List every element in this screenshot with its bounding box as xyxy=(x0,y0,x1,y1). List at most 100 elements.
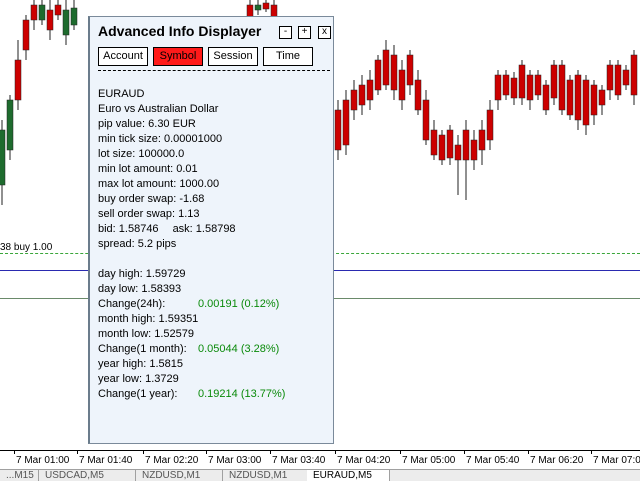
tab-symbol[interactable]: Symbol xyxy=(153,47,203,66)
time-tick: 7 Mar 03:40 xyxy=(269,450,326,466)
candle-body xyxy=(510,77,518,99)
candle-body xyxy=(350,89,358,111)
candle-body xyxy=(22,19,30,51)
trade-label: 38 buy 1.00 xyxy=(0,242,53,253)
time-axis: 7 Mar 01:00 7 Mar 01:40 7 Mar 02:20 7 Ma… xyxy=(0,450,640,469)
candle-body xyxy=(374,59,382,91)
candle-body xyxy=(534,74,542,96)
candle-body xyxy=(518,64,526,99)
minimize-button[interactable]: - xyxy=(279,26,292,39)
candle-body xyxy=(438,134,446,161)
candle-body xyxy=(430,129,438,156)
candle-body xyxy=(398,69,406,101)
candle-body xyxy=(590,84,598,116)
symbol-name: EURAUD xyxy=(98,88,145,100)
candle-body xyxy=(446,129,454,159)
candle-body xyxy=(622,69,630,86)
spread: spread: 5.2 pips xyxy=(98,238,177,250)
ask-value: ask: 1.58798 xyxy=(172,223,236,235)
time-tick: 7 Mar 02:20 xyxy=(142,450,199,466)
candle-body xyxy=(366,79,374,101)
tab-session[interactable]: Session xyxy=(208,47,258,66)
chart-tab[interactable]: ...M15 xyxy=(0,470,39,481)
change-24h-label: Change(24h): xyxy=(98,298,166,310)
tab-account[interactable]: Account xyxy=(98,47,148,66)
chart-tab-active[interactable]: EURAUD,M5 xyxy=(307,470,390,481)
sell-order-swap: sell order swap: 1.13 xyxy=(98,208,200,220)
candle-body xyxy=(254,4,262,11)
close-button[interactable]: x xyxy=(318,26,331,39)
chart-tabs-bar: ...M15 USDCAD,M5 NZDUSD,M1 NZDUSD,M1 EUR… xyxy=(0,469,640,481)
candle-body xyxy=(422,99,430,141)
lot-size: lot size: 100000.0 xyxy=(98,148,185,160)
change-1y-label: Change(1 year): xyxy=(98,388,178,400)
candle-body xyxy=(566,79,574,116)
candle-body xyxy=(38,4,46,21)
chart-tab[interactable]: USDCAD,M5 xyxy=(39,470,136,481)
change-24h-row: Change(24h): 0.00191 (0.12%) xyxy=(98,297,279,311)
candle-body xyxy=(486,109,494,141)
panel-title: Advanced Info Displayer xyxy=(98,23,262,39)
time-tick: 7 Mar 05:40 xyxy=(463,450,520,466)
time-tick: 7 Mar 01:40 xyxy=(76,450,133,466)
pip-value: pip value: 6.30 EUR xyxy=(98,118,196,130)
min-tick-size: min tick size: 0.00001000 xyxy=(98,133,223,145)
candle-body xyxy=(262,2,270,10)
time-tick: 7 Mar 05:00 xyxy=(399,450,456,466)
candle-body xyxy=(526,74,534,101)
change-1m-value: 0.05044 (3.28%) xyxy=(198,343,280,355)
day-high: day high: 1.59729 xyxy=(98,268,186,280)
candle-body xyxy=(454,144,462,161)
candle-body xyxy=(334,109,342,151)
chart-tab[interactable]: NZDUSD,M1 xyxy=(223,470,308,481)
candle-body xyxy=(54,4,62,16)
change-24h-value: 0.00191 (0.12%) xyxy=(198,298,280,310)
min-lot-amount: min lot amount: 0.01 xyxy=(98,163,198,175)
candle-body xyxy=(70,7,78,26)
change-1y-row: Change(1 year): 0.19214 (13.77%) xyxy=(98,387,285,401)
info-displayer-panel: Advanced Info Displayer - + x Account Sy… xyxy=(88,16,334,444)
candle-body xyxy=(502,74,510,96)
month-high: month high: 1.59351 xyxy=(98,313,199,325)
candle-body xyxy=(414,79,422,111)
bid-ask-row: bid: 1.58746 ask: 1.58798 xyxy=(98,222,236,236)
candle-body xyxy=(574,74,582,121)
candle-body xyxy=(342,99,350,146)
change-1y-value: 0.19214 (13.77%) xyxy=(198,388,286,400)
change-1m-label: Change(1 month): xyxy=(98,343,187,355)
month-low: month low: 1.52579 xyxy=(98,328,195,340)
day-low: day low: 1.58393 xyxy=(98,283,182,295)
tab-divider xyxy=(98,70,330,71)
candle-body xyxy=(462,129,470,161)
candle-body xyxy=(382,49,390,86)
candle-body xyxy=(630,54,638,96)
maximize-button[interactable]: + xyxy=(298,26,311,39)
tab-time[interactable]: Time xyxy=(263,47,313,66)
time-tick: 7 Mar 07:00 xyxy=(590,450,640,466)
candle-body xyxy=(6,99,14,151)
candle-body xyxy=(478,129,486,151)
candle-body xyxy=(390,54,398,91)
candle-body xyxy=(614,64,622,96)
change-1m-row: Change(1 month): 0.05044 (3.28%) xyxy=(98,342,279,356)
symbol-description: Euro vs Australian Dollar xyxy=(98,103,219,115)
candle-body xyxy=(582,79,590,126)
candle-body xyxy=(606,64,614,91)
time-tick: 7 Mar 06:20 xyxy=(527,450,584,466)
chart-tab[interactable]: NZDUSD,M1 xyxy=(136,470,223,481)
candle-body xyxy=(62,9,70,36)
candle-body xyxy=(598,89,606,106)
time-tick: 7 Mar 01:00 xyxy=(13,450,70,466)
buy-order-swap: buy order swap: -1.68 xyxy=(98,193,205,205)
candle-body xyxy=(558,64,566,111)
candle-body xyxy=(494,74,502,101)
max-lot-amount: max lot amount: 1000.00 xyxy=(98,178,220,190)
candle-body xyxy=(470,139,478,161)
year-low: year low: 1.3729 xyxy=(98,373,179,385)
candle-body xyxy=(30,4,38,21)
time-tick: 7 Mar 04:20 xyxy=(334,450,391,466)
candle-body xyxy=(542,84,550,111)
year-high: year high: 1.5815 xyxy=(98,358,184,370)
candle-body xyxy=(14,59,22,101)
time-tick: 7 Mar 03:00 xyxy=(205,450,262,466)
